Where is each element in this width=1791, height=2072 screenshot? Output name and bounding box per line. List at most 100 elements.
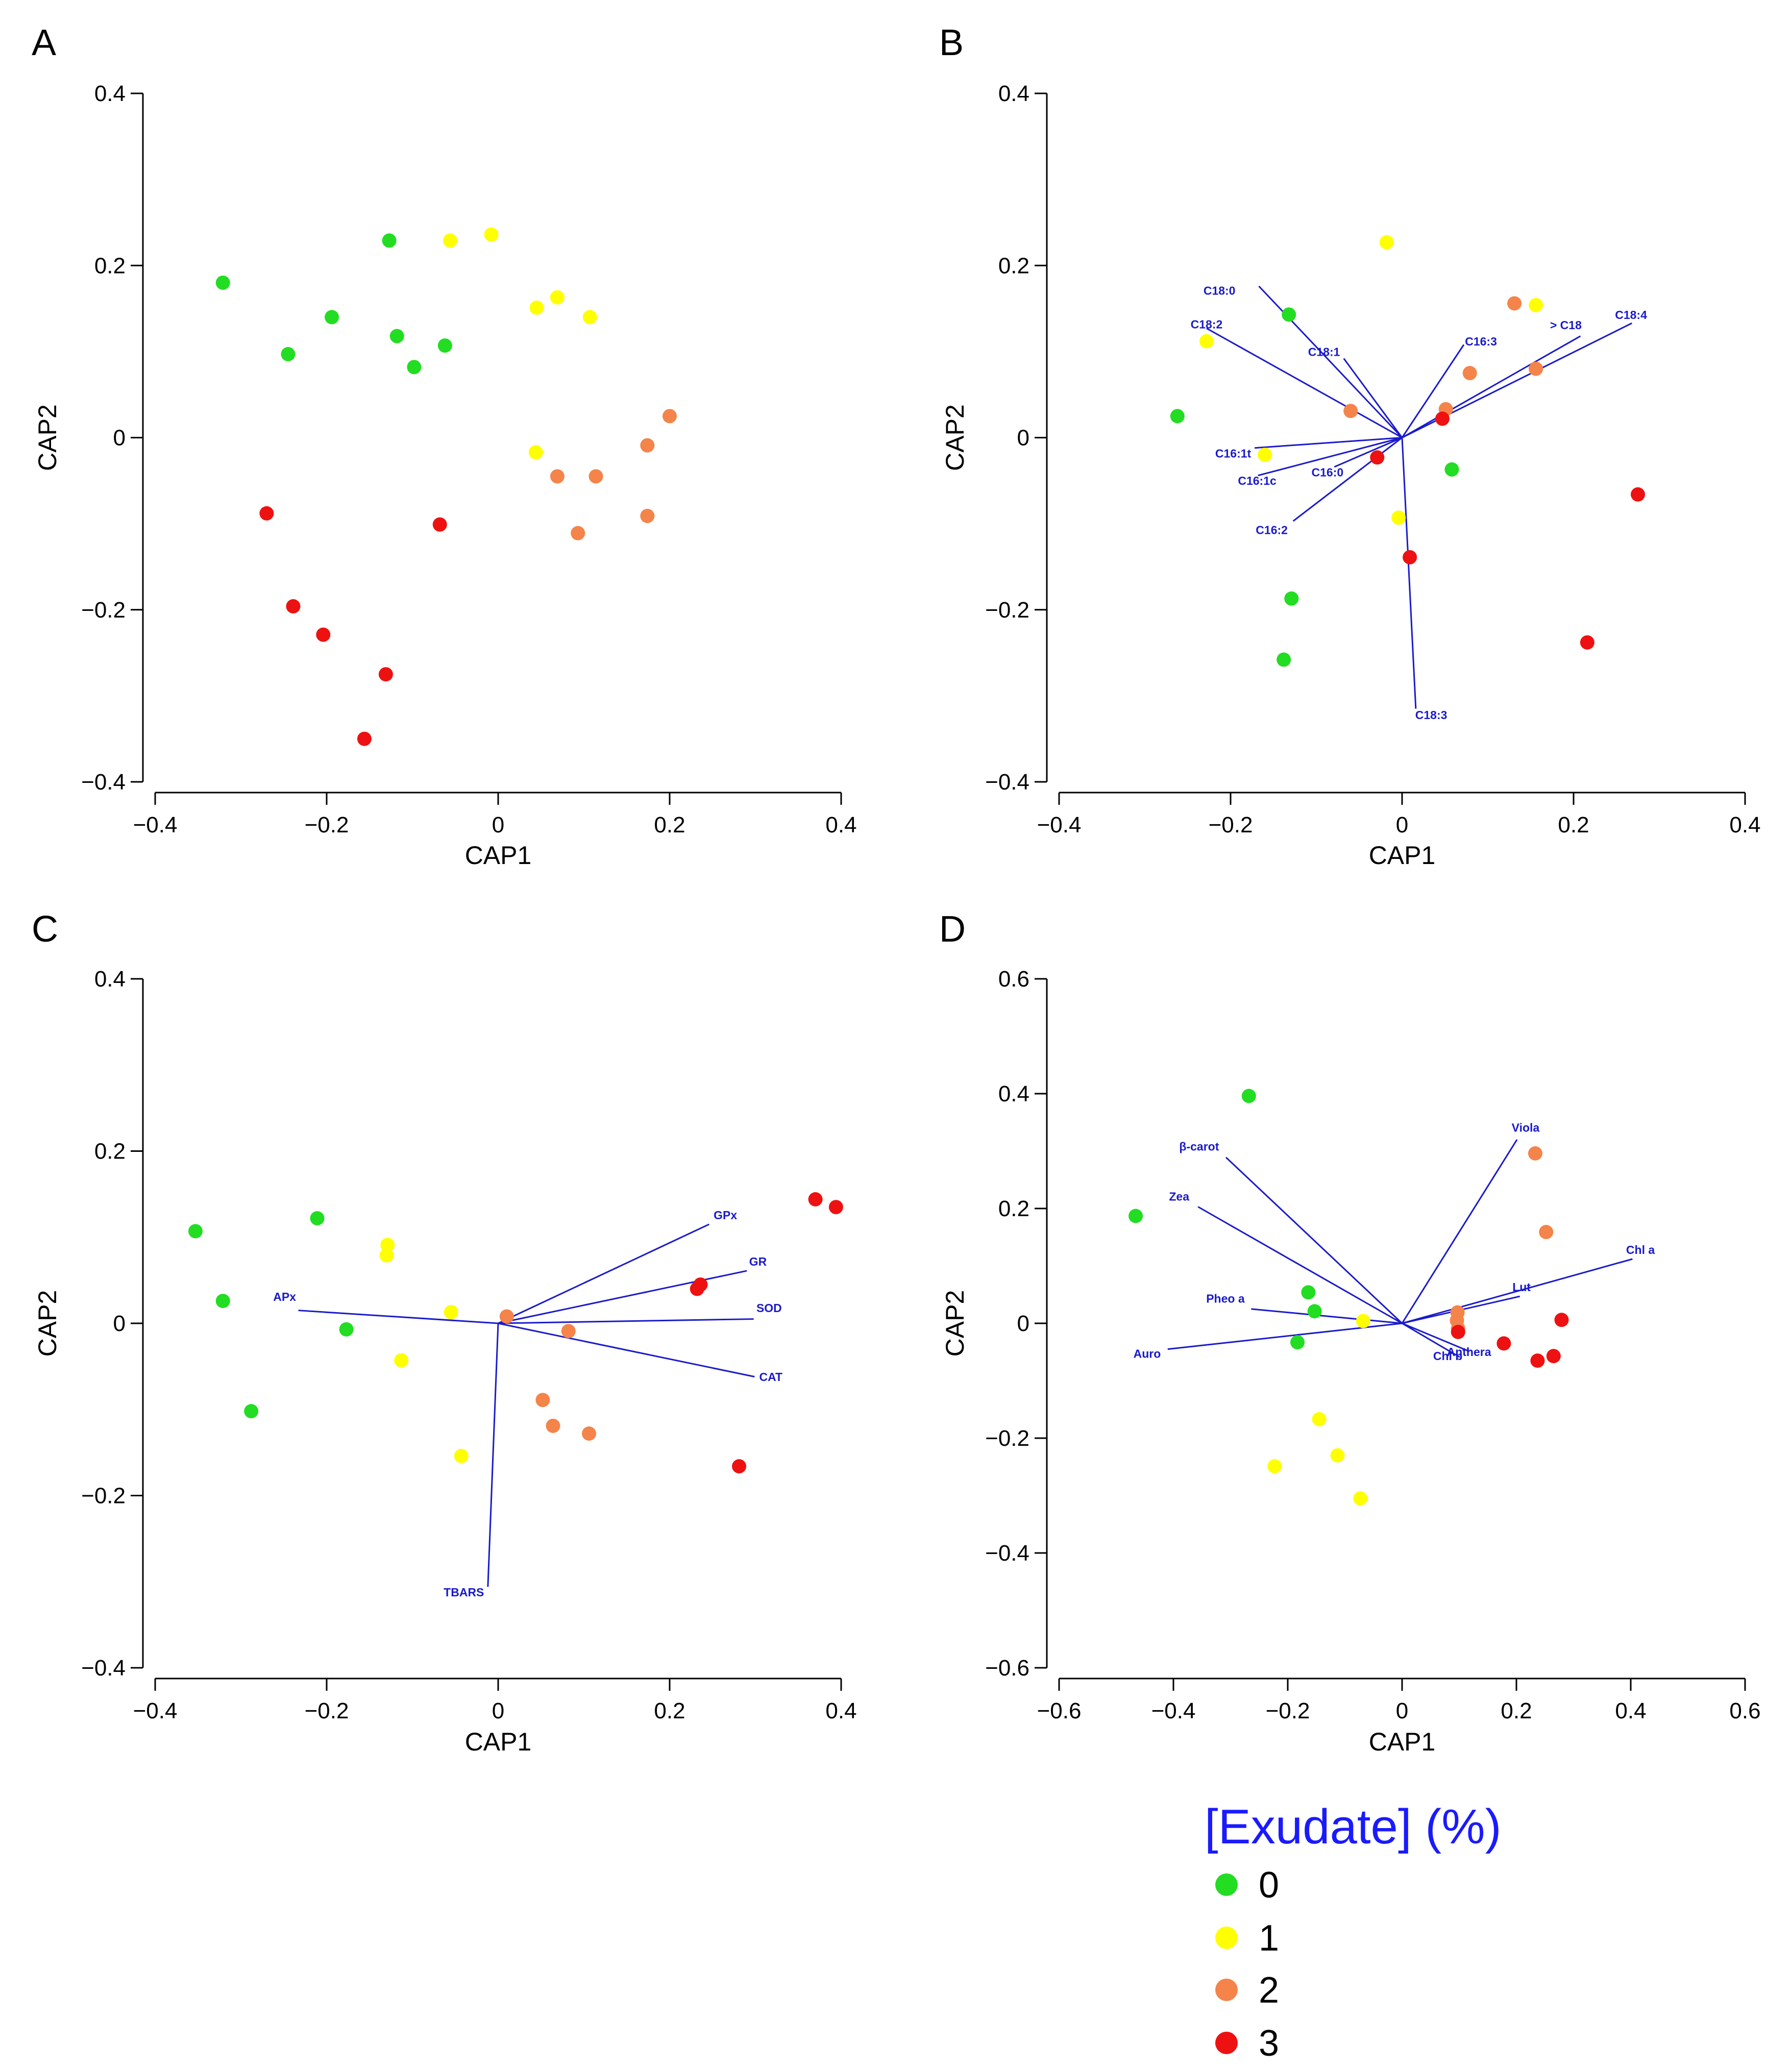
data-point (454, 1448, 469, 1463)
vector-label: C16:1c (1238, 474, 1277, 487)
data-point (535, 1393, 550, 1408)
y-tick-label: 0.4 (998, 1081, 1029, 1106)
vector-label: Auro (1134, 1347, 1161, 1361)
legend-item-1: 1 (1215, 1918, 1279, 1959)
x-tick-label: 0.4 (825, 1698, 856, 1723)
y-axis-title: CAP2 (33, 1290, 62, 1357)
vector-line (1401, 344, 1465, 438)
data-point (1170, 409, 1185, 424)
vector-label: Viola (1512, 1121, 1540, 1134)
y-tick-label: −0.4 (81, 1656, 126, 1681)
data-point (437, 338, 452, 353)
data-point (1128, 1208, 1143, 1223)
vector-line (1251, 1308, 1403, 1324)
y-tick-label: 0 (1017, 1311, 1029, 1336)
panel-letter-c: C (32, 909, 58, 950)
data-point (1462, 366, 1477, 381)
x-tick-label: 0.2 (654, 812, 685, 837)
data-point (1301, 1285, 1316, 1300)
data-point (1379, 235, 1394, 250)
vector-label: C18:3 (1415, 708, 1447, 722)
data-point (550, 290, 565, 305)
data-point (1330, 1448, 1345, 1463)
x-tick-label: −0.4 (1037, 812, 1082, 837)
vector-label: Pheo a (1206, 1292, 1245, 1305)
data-point (1241, 1089, 1256, 1103)
legend-item-2: 2 (1215, 1970, 1279, 2011)
data-point (394, 1353, 409, 1368)
vector-label: C16:1t (1215, 447, 1252, 460)
vector-label: C18:4 (1615, 308, 1647, 322)
x-tick-label: 0.2 (1558, 812, 1589, 837)
data-point (732, 1459, 747, 1474)
legend-item-3: 3 (1215, 2023, 1279, 2064)
data-point (389, 329, 404, 343)
y-tick-label: 0 (113, 1311, 126, 1336)
vector-line (498, 1318, 754, 1324)
y-axis-title: CAP2 (941, 404, 969, 471)
data-point (1267, 1459, 1282, 1474)
panel-a: A −0.4 −0.2 0 0.2 0.4 −0.4 −0.2 0 0.2 0.4 CAP1 CAP2 (32, 22, 857, 870)
y-tick-label: 0.4 (94, 81, 126, 106)
vector-label: Chl a (1626, 1243, 1655, 1256)
vector-label: TBARS (444, 1586, 484, 1599)
data-point (215, 1294, 230, 1309)
legend-swatch-3 (1215, 2032, 1238, 2054)
vector-label: Lut (1512, 1280, 1531, 1294)
vector-label: C18:2 (1191, 317, 1223, 331)
panel-c: C −0.4 −0.2 0 0.2 0.4 −0.4 −0.2 0 0.2 0.4 CAP1 CAP2… (32, 909, 857, 1756)
data-point (316, 627, 331, 642)
x-tick-label: 0.4 (1729, 812, 1760, 837)
legend-label-3: 3 (1259, 2023, 1279, 2064)
data-point (1496, 1336, 1511, 1351)
vector-label: Chl b (1433, 1349, 1463, 1363)
data-point (1580, 635, 1594, 650)
vector-line (1402, 1322, 1470, 1352)
y-tick-label: −0.4 (985, 770, 1029, 795)
vector-label: > C18 (1550, 318, 1582, 332)
data-point (582, 1426, 597, 1441)
vector-line (1401, 437, 1417, 709)
data-point (1391, 510, 1406, 525)
vector-label: C16:0 (1312, 465, 1344, 479)
x-axis-title: CAP1 (1369, 1728, 1436, 1756)
x-tick-label: −0.2 (1266, 1698, 1310, 1723)
data-point (1546, 1349, 1561, 1364)
data-point (663, 409, 677, 424)
data-point (1539, 1225, 1554, 1240)
vector-label: GR (749, 1255, 767, 1268)
data-point (640, 438, 655, 453)
data-point (588, 469, 603, 484)
vector-line (1292, 437, 1403, 522)
vector-line (1402, 1258, 1633, 1324)
x-tick-label: −0.2 (305, 812, 349, 837)
data-point (1370, 450, 1385, 465)
data-point (1435, 411, 1450, 426)
data-point (1290, 1335, 1305, 1350)
data-point (281, 347, 296, 361)
data-point (443, 233, 457, 248)
data-point (808, 1192, 823, 1206)
data-point (310, 1211, 325, 1226)
vector-line (1343, 358, 1403, 438)
data-point (1307, 1304, 1322, 1319)
data-point (259, 506, 274, 521)
y-tick-label: 0.2 (94, 1139, 126, 1164)
vector-line (1167, 1322, 1403, 1350)
vector-line (1402, 335, 1581, 438)
x-axis-title: CAP1 (465, 1728, 532, 1756)
vector-label: C18:1 (1308, 345, 1340, 358)
data-point (1444, 462, 1459, 477)
legend: [Exudate] (%) 0 1 2 3 (1205, 1799, 1502, 2064)
legend-label-2: 2 (1259, 1970, 1279, 2011)
vector-line (1258, 437, 1403, 477)
vector-label: β-carot (1179, 1140, 1219, 1153)
x-tick-label: 0 (1396, 1698, 1408, 1723)
vector-label: GPx (714, 1208, 737, 1222)
vector-line (498, 1223, 709, 1324)
legend-swatch-0 (1215, 1873, 1238, 1896)
y-axis-title: CAP2 (941, 1290, 969, 1357)
x-tick-label: −0.4 (133, 1698, 178, 1723)
y-tick-label: −0.2 (81, 1484, 126, 1509)
data-point (582, 310, 597, 325)
